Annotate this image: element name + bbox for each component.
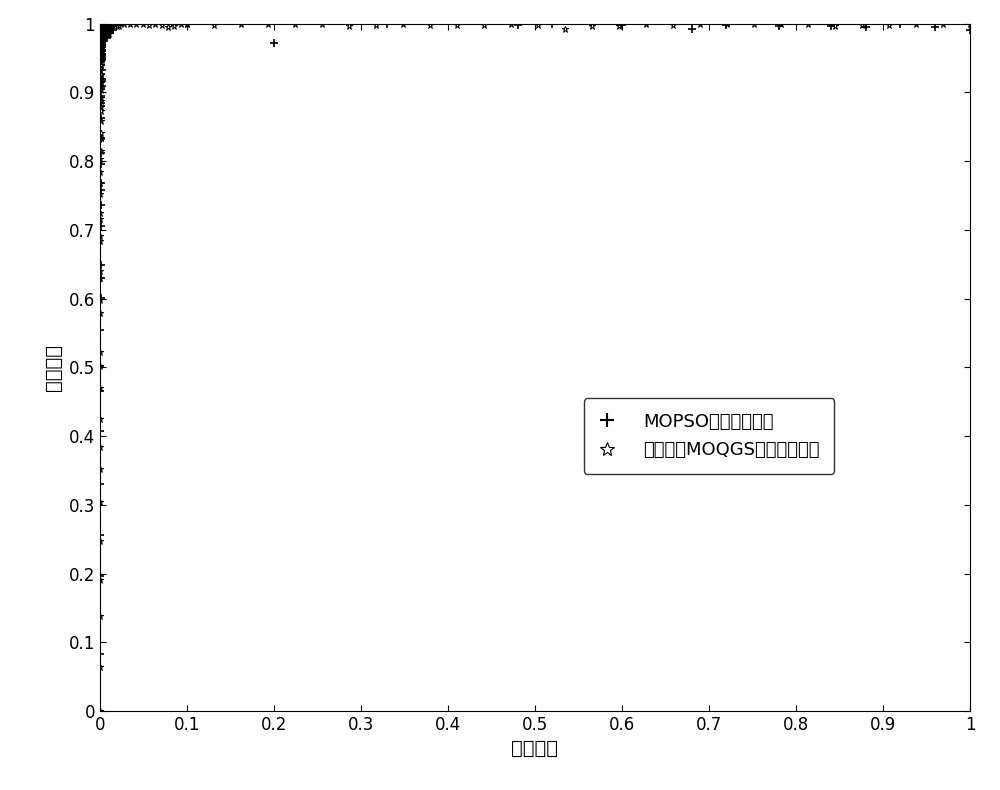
Legend: MOPSO频谱感知方法, 所设计的MOQGS频谱感知方法: MOPSO频谱感知方法, 所设计的MOQGS频谱感知方法 xyxy=(584,398,834,474)
Y-axis label: 检测概率: 检测概率 xyxy=(44,344,63,391)
X-axis label: 虚警概率: 虚警概率 xyxy=(512,739,558,758)
